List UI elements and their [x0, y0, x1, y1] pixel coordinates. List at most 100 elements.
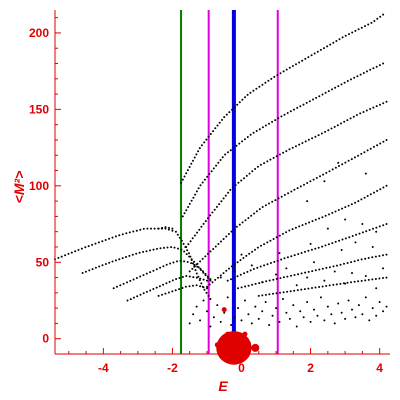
scatter-point-49	[357, 304, 360, 307]
series-12-point	[335, 283, 338, 286]
series-10-point	[348, 236, 351, 239]
series-9-point	[328, 213, 330, 216]
series-1-point	[207, 277, 209, 279]
series-6-point	[359, 73, 362, 76]
series-1-point	[145, 250, 148, 253]
series-11-point	[314, 269, 317, 272]
series-8-point	[274, 199, 277, 202]
scatter-point-17	[247, 313, 250, 316]
series-10-point	[375, 226, 378, 229]
series-2-point	[112, 287, 115, 290]
series-7-point	[254, 168, 257, 170]
series-0-point	[153, 227, 156, 230]
series-6-point	[190, 199, 193, 202]
series-0-point	[142, 227, 145, 230]
series-9-point	[334, 210, 337, 213]
series-5-point	[360, 26, 363, 29]
series-0-point	[94, 242, 97, 245]
red-dot-2	[251, 343, 260, 352]
series-2-point	[179, 259, 182, 262]
series-12-point	[325, 285, 328, 287]
series-8-point	[334, 166, 337, 169]
series-0-point	[104, 239, 107, 241]
scatter-point-39	[323, 319, 326, 322]
series-7-point	[209, 214, 212, 217]
series-6-point	[199, 184, 202, 187]
series-5-point	[319, 48, 322, 51]
series-8-point	[230, 230, 233, 233]
series-5-point	[183, 175, 186, 178]
series-10-point	[276, 259, 279, 262]
series-10-point	[361, 231, 364, 234]
series-6-point	[195, 190, 198, 193]
series-5-point	[261, 83, 264, 86]
scatter-point-47	[351, 308, 354, 311]
series-7-point	[294, 145, 297, 148]
series-10-point	[300, 252, 303, 254]
scatter-point-26	[278, 320, 281, 323]
series-0-point	[180, 239, 183, 242]
series-13-point	[161, 226, 164, 229]
series-5-point	[255, 87, 258, 90]
series-8-point	[188, 270, 191, 273]
series-7-point	[327, 129, 330, 132]
series-11-point	[272, 278, 275, 281]
series-11-point	[297, 273, 300, 276]
series-11-point	[268, 279, 271, 282]
scatter-point-72	[375, 287, 378, 290]
scatter-point-29	[288, 317, 291, 320]
series-6-point	[356, 75, 359, 78]
series-9-point	[230, 265, 233, 268]
series-9-point	[248, 252, 251, 255]
series-8-point	[277, 197, 280, 200]
series-8-point	[363, 151, 366, 154]
series-6-point	[293, 108, 295, 111]
scatter-point-18	[250, 322, 253, 325]
scatter-point-4	[202, 299, 205, 302]
series-8-point	[244, 219, 247, 222]
series-10-point	[269, 262, 272, 264]
series-3-point	[133, 296, 135, 299]
series-11-point	[385, 253, 388, 256]
series-9-point	[350, 203, 353, 206]
series-6-point	[215, 164, 218, 167]
series-1-point	[101, 264, 104, 267]
series-0-point	[171, 229, 174, 232]
series-8-point	[303, 183, 305, 186]
scatter-point-3	[199, 319, 202, 322]
series-2-point	[139, 275, 142, 278]
series-6-point	[221, 156, 224, 159]
series-8-point	[217, 243, 220, 245]
series-7-point	[263, 162, 266, 165]
series-7-point	[200, 225, 203, 228]
series-4-point	[199, 285, 202, 288]
series-7-point	[352, 115, 355, 118]
series-11-point	[353, 260, 356, 263]
series-1-point	[156, 247, 158, 250]
red-dot-5	[245, 340, 251, 346]
series-11-point	[307, 270, 310, 273]
series-6-point	[362, 72, 365, 74]
scatter-point-67	[323, 279, 326, 282]
series-5-point	[291, 65, 294, 67]
series-0-point	[146, 227, 149, 230]
series-7-point	[365, 109, 368, 112]
series-8-point	[376, 144, 379, 147]
series-8-point	[209, 250, 212, 253]
series-11-point	[282, 276, 285, 279]
series-8-point	[312, 178, 315, 181]
x-tick-label: 2	[307, 361, 314, 375]
series-6-point	[315, 96, 318, 99]
series-6-point	[268, 122, 270, 125]
series-7-point	[285, 150, 288, 153]
scatter-point-32	[299, 310, 302, 313]
series-0-point	[101, 240, 104, 243]
series-5-point	[323, 47, 325, 50]
scatter-point-59	[233, 270, 236, 273]
scatter-point-83	[375, 230, 378, 233]
series-9-point	[228, 267, 230, 270]
series-6-point	[340, 83, 343, 86]
series-9-point	[251, 250, 254, 253]
series-7-point	[291, 146, 294, 149]
series-7-point	[229, 188, 232, 191]
